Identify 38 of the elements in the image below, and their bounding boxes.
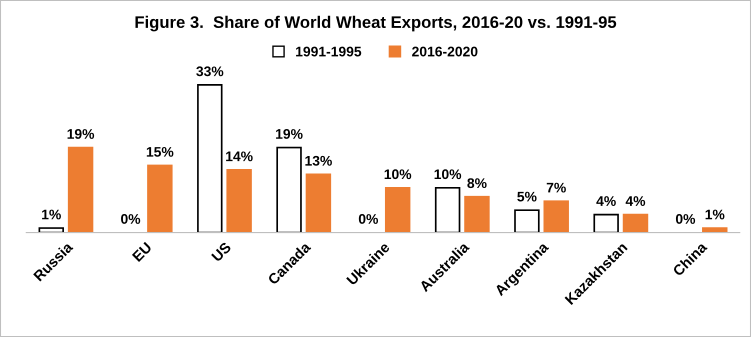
data-label: 7% [546, 182, 566, 193]
data-label: 19% [276, 129, 303, 139]
data-label: 13% [305, 156, 332, 166]
data-label: 19% [68, 129, 94, 139]
data-label: 10% [434, 169, 462, 180]
data-label: 8% [467, 178, 487, 188]
data-label: 4% [596, 196, 616, 206]
data-label: 1% [42, 210, 61, 220]
x-tick-label: US [211, 242, 232, 262]
bar [226, 169, 252, 233]
bar [38, 227, 64, 233]
legend-label: 1991-1995 [296, 46, 362, 56]
data-label: 15% [146, 146, 174, 157]
data-label: 10% [384, 169, 412, 180]
bar [197, 84, 223, 233]
bar [276, 146, 302, 233]
data-label: 4% [626, 196, 646, 206]
bar [68, 146, 94, 233]
bar [702, 227, 728, 233]
x-tick-label: EU [132, 242, 152, 262]
chart-title: Figure 3. Share of World Wheat Exports, 2016-20 vs. 1991-95 [135, 16, 616, 32]
bar [147, 164, 173, 233]
legend-label: 2016-2020 [412, 46, 478, 56]
data-label: 14% [226, 151, 253, 162]
bar [464, 196, 490, 233]
bar [514, 209, 540, 233]
bar [306, 174, 332, 233]
bar [543, 200, 569, 233]
data-label: 0% [676, 214, 696, 224]
bar [622, 214, 648, 233]
data-label: 0% [121, 214, 140, 224]
bar [434, 186, 460, 233]
data-label: 1% [706, 210, 724, 220]
bar [593, 214, 619, 233]
bar [384, 186, 410, 233]
data-label: 0% [358, 214, 378, 224]
data-label: 5% [517, 192, 537, 202]
data-label: 33% [196, 66, 224, 76]
